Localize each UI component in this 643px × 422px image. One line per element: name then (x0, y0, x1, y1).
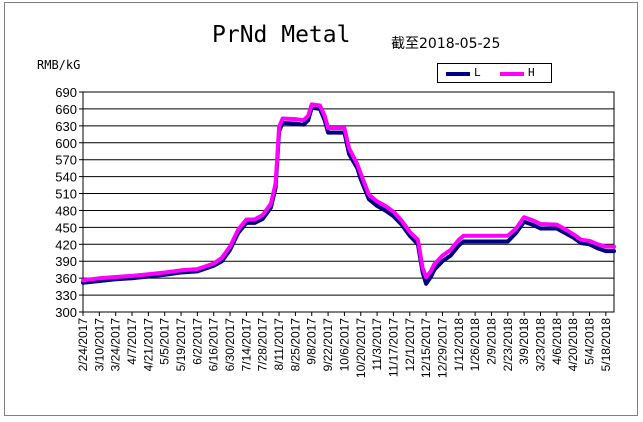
x-tick-label-6: 5/19/2017 (174, 318, 188, 372)
y-tick-label-690: 690 (55, 85, 77, 100)
legend-label-l: L (474, 66, 481, 79)
x-tick-label-16: 10/6/2017 (337, 318, 351, 372)
x-tick-label-20: 12/1/2017 (403, 318, 417, 372)
x-tick-label-18: 11/3/2017 (370, 318, 384, 371)
x-tick-label-10: 7/14/2017 (239, 318, 253, 372)
legend-label-h: H (528, 66, 535, 79)
x-tick-label-32: 5/18/2018 (599, 318, 613, 372)
x-tick-label-29: 4/6/2018 (550, 318, 564, 365)
legend: L H (437, 63, 552, 83)
x-tick-label-14: 9/8/2017 (305, 318, 319, 365)
x-tick-label-9: 6/30/2017 (223, 318, 237, 372)
y-axis-label: RMB/kG (37, 58, 81, 72)
y-tick-label-660: 660 (55, 102, 77, 117)
y-tick-label-570: 570 (55, 153, 77, 168)
x-tick-label-7: 6/2/2017 (190, 318, 204, 365)
series-line-h (81, 102, 616, 283)
y-tick-label-330: 330 (55, 288, 77, 303)
x-tick-label-27: 3/9/2018 (517, 318, 531, 365)
x-tick-label-22: 12/29/2017 (435, 318, 449, 378)
y-tick-label-480: 480 (55, 203, 77, 218)
x-tick-label-30: 4/20/2018 (566, 318, 580, 372)
x-tick-label-5: 5/5/2017 (158, 318, 172, 365)
x-tick-label-28: 3/23/2018 (533, 318, 547, 372)
x-tick-label-26: 2/23/2018 (501, 318, 515, 372)
plot-area (83, 92, 614, 312)
y-tick-label-300: 300 (55, 305, 77, 320)
x-tick-label-2: 3/24/2017 (109, 318, 123, 372)
legend-swatch-h (500, 72, 524, 76)
x-tick-label-13: 8/25/2017 (288, 318, 302, 372)
x-tick-label-19: 11/17/2017 (386, 318, 400, 377)
y-tick-label-420: 420 (55, 237, 77, 252)
y-tick-label-390: 390 (55, 254, 77, 269)
plot-border (82, 91, 615, 313)
chart-subtitle: 截至2018-05-25 (391, 36, 501, 52)
chart-title: PrNd Metal (212, 22, 351, 48)
x-tick-label-12: 8/11/2017 (272, 318, 286, 371)
y-tick-label-630: 630 (55, 119, 77, 134)
x-tick-label-4: 4/21/2017 (141, 318, 155, 372)
legend-swatch-l (446, 72, 470, 76)
x-tick-label-24: 1/26/2018 (468, 318, 482, 372)
x-tick-label-23: 1/12/2018 (452, 318, 466, 372)
y-tick-label-600: 600 (55, 136, 77, 151)
x-tick-label-1: 3/10/2017 (92, 318, 106, 372)
x-tick-label-21: 12/15/2017 (419, 318, 433, 378)
y-tick-label-450: 450 (55, 220, 77, 235)
y-tick-label-510: 510 (55, 187, 77, 202)
y-tick-label-540: 540 (55, 170, 77, 185)
x-tick-label-8: 6/16/2017 (207, 318, 221, 372)
x-tick-label-11: 7/28/2017 (256, 318, 270, 372)
x-tick-label-0: 2/24/2017 (76, 318, 90, 372)
y-tick-label-360: 360 (55, 271, 77, 286)
x-tick-label-25: 2/9/2018 (484, 318, 498, 365)
x-tick-label-31: 5/4/2018 (582, 318, 596, 365)
x-tick-label-15: 9/22/2017 (321, 318, 335, 372)
x-tick-label-3: 4/7/2017 (125, 318, 139, 365)
x-tick-label-17: 10/20/2017 (354, 318, 368, 378)
